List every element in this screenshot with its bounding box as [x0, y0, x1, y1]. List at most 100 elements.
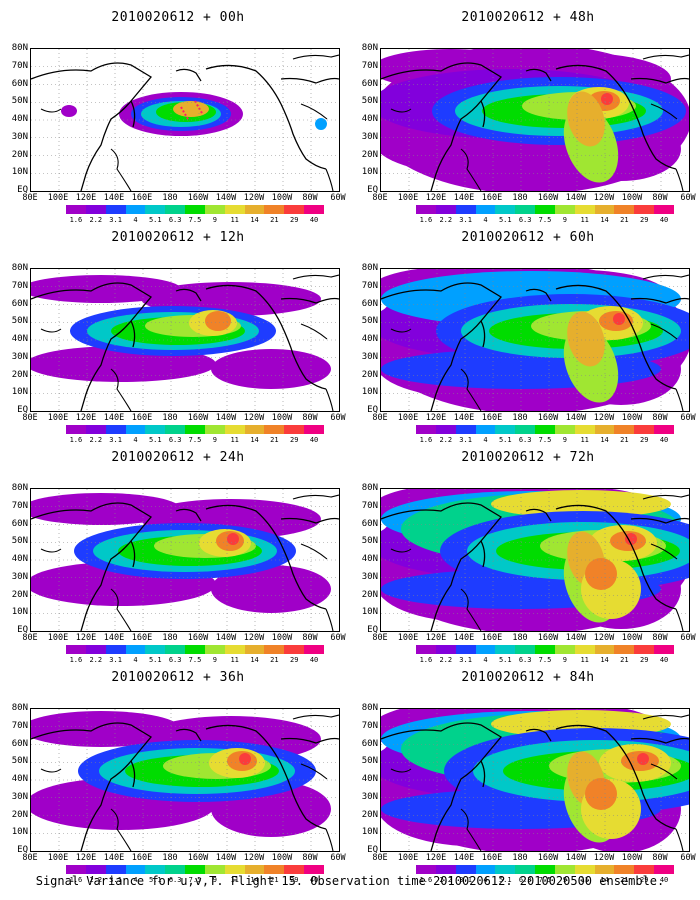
colorbar-label: 9	[212, 436, 217, 444]
longitude-label: 140W	[215, 193, 237, 203]
map-plot	[380, 48, 690, 192]
colorbar-swatch	[284, 205, 305, 214]
coastline	[630, 737, 689, 744]
coastline	[292, 274, 339, 280]
coastline	[650, 323, 678, 340]
colorbar-swatch	[145, 425, 166, 434]
colorbar-swatch	[165, 865, 186, 874]
colorbar-label: 7.5	[188, 876, 202, 884]
colorbar-swatch	[594, 645, 615, 654]
latitude-label: 10N	[11, 827, 28, 838]
coastline	[390, 548, 412, 553]
colorbar-label: 7.5	[188, 216, 202, 224]
longitude-label: 120E	[425, 193, 447, 203]
variance-blob	[567, 91, 605, 147]
panel-title: 2010020612 + 84h	[461, 670, 595, 685]
latitude-label: 60N	[361, 298, 378, 309]
colorbar-swatch	[85, 645, 106, 654]
latitude-label: 40N	[361, 554, 378, 564]
colorbar-label: 40	[659, 876, 669, 884]
colorbar-label: 3.1	[459, 216, 472, 224]
latitude-label: 60N	[11, 518, 28, 529]
colorbar-label: 3.1	[109, 876, 122, 884]
colorbar-swatch	[185, 205, 205, 214]
variance-blob	[315, 118, 327, 130]
colorbar-swatch	[304, 865, 324, 874]
colorbar-label: 5.1	[498, 876, 512, 884]
longitude-label: 100E	[47, 413, 69, 423]
coastline	[650, 103, 678, 120]
coastline	[205, 504, 327, 610]
longitude-label: 160E	[481, 193, 503, 203]
latitude-label: 50N	[361, 316, 378, 327]
latitude-label: 20N	[11, 589, 28, 600]
colorbar-swatch	[574, 425, 595, 434]
longitude-label: 100E	[47, 853, 69, 863]
colorbar	[66, 425, 324, 434]
colorbar-swatch	[654, 425, 674, 434]
variance-blob	[61, 105, 77, 117]
latitude-label: 70N	[361, 500, 378, 511]
latitude-label: 50N	[11, 96, 28, 107]
colorbar-label: 40	[659, 436, 669, 444]
colorbar-swatch	[554, 425, 575, 434]
colorbar-label: 11	[580, 656, 589, 664]
panel-title: 2010020612 + 72h	[461, 450, 595, 465]
latitude-label: 30N	[11, 791, 28, 802]
coastline	[325, 608, 334, 631]
longitude-label: 140W	[565, 413, 587, 423]
longitude-label: 160W	[187, 853, 209, 863]
latitude-label: 80N	[11, 263, 28, 273]
coastline	[555, 724, 677, 830]
coastline	[175, 728, 202, 742]
coastline	[390, 328, 412, 333]
longitude-label: 160W	[537, 853, 559, 863]
latitude-label: 50N	[361, 96, 378, 107]
variance-field	[381, 49, 689, 191]
colorbar-label: 21	[620, 656, 629, 664]
colorbar-swatch	[244, 425, 265, 434]
colorbar-label: 7.5	[538, 436, 552, 444]
longitude-label: 140E	[103, 633, 125, 643]
latitude-label: 50N	[361, 536, 378, 547]
latitude-label: 20N	[11, 809, 28, 820]
colorbar-label: 21	[270, 656, 279, 664]
longitude-label: 80E	[22, 413, 38, 423]
colorbar-label: 2.2	[89, 656, 103, 664]
longitude-label: 120E	[75, 413, 97, 423]
longitude-label: 140E	[453, 193, 475, 203]
colorbar-label: 9	[212, 216, 217, 224]
coastline	[130, 320, 136, 348]
longitude-label: 80W	[652, 853, 668, 863]
colorbar-swatch	[634, 865, 655, 874]
colorbar-swatch	[304, 205, 324, 214]
latitude-label: EQ	[17, 625, 28, 635]
coastline	[630, 297, 689, 304]
map-plot	[380, 708, 690, 852]
colorbar-label: 40	[309, 656, 319, 664]
longitude-label: 160E	[131, 193, 153, 203]
longitude-label: 160E	[481, 853, 503, 863]
colorbar-swatch	[224, 205, 245, 214]
longitude-label: 60W	[680, 633, 696, 643]
longitude-label: 140E	[103, 193, 125, 203]
longitude-label: 100E	[47, 193, 69, 203]
colorbar-label: 7.5	[538, 216, 552, 224]
longitude-label: 160E	[131, 853, 153, 863]
colorbar-swatch	[435, 425, 456, 434]
latitude-label: 80N	[361, 43, 378, 53]
longitude-label: 80W	[652, 413, 668, 423]
latitude-label: 80N	[11, 703, 28, 713]
colorbar-swatch	[475, 865, 496, 874]
longitude-label: 60W	[330, 853, 346, 863]
colorbar-swatch	[244, 205, 265, 214]
latitude-label: 40N	[361, 114, 378, 124]
colorbar-label: 21	[270, 436, 279, 444]
coastline	[110, 588, 132, 631]
panel-title: 2010020612 + 24h	[111, 450, 245, 465]
colorbar-label: 21	[270, 876, 279, 884]
longitude-label: 80E	[22, 853, 38, 863]
longitude-label: 80W	[302, 193, 318, 203]
colorbar-swatch	[654, 865, 674, 874]
colorbar-label: 3.1	[109, 656, 122, 664]
